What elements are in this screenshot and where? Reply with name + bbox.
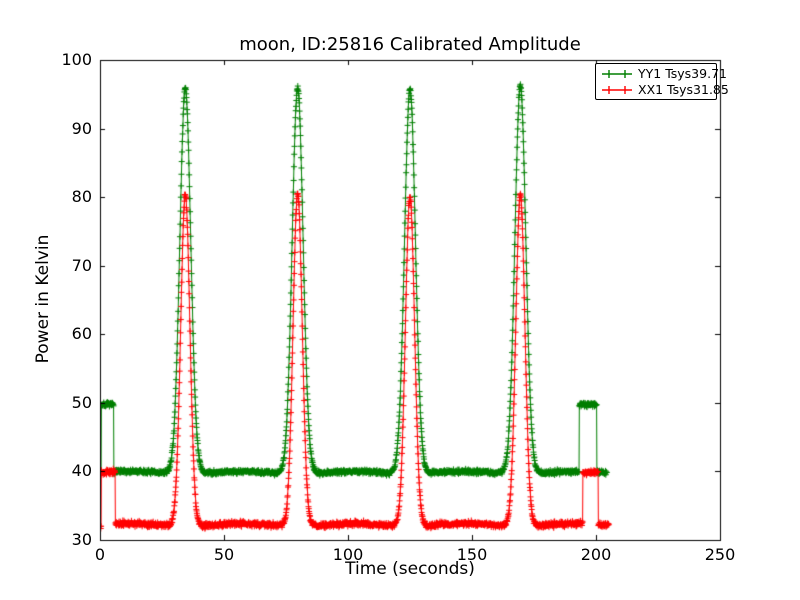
x-tick-label: 0 — [94, 545, 106, 564]
x-tick-label: 50 — [213, 545, 235, 564]
legend-item: YY1 Tsys39.71 — [601, 66, 727, 81]
x-axis-label: Time (seconds) — [345, 559, 475, 579]
y-tick-label: 70 — [71, 255, 92, 275]
y-tick-label: 40 — [71, 461, 92, 481]
x-tick-label: 250 — [704, 545, 736, 564]
y-tick-label: 60 — [71, 324, 92, 344]
legend: YY1 Tsys39.71 XX1 Tsys31.85 — [595, 63, 729, 100]
y-tick-label: 100 — [61, 50, 92, 69]
plus-line-marker-icon — [602, 69, 632, 78]
legend-label: YY1 Tsys39.71 — [638, 66, 727, 81]
x-tick-label: 150 — [456, 545, 488, 564]
legend-item: XX1 Tsys31.85 — [601, 82, 729, 97]
plot-title: moon, ID:25816 Calibrated Amplitude — [239, 34, 581, 55]
x-tick-label: 200 — [580, 545, 612, 564]
legend-label: XX1 Tsys31.85 — [638, 82, 729, 97]
y-tick-label: 50 — [71, 392, 92, 412]
y-tick-label: 90 — [71, 118, 92, 138]
plus-line-marker-icon — [602, 85, 632, 94]
y-axis-label: Power in Kelvin — [33, 234, 53, 364]
y-tick-label: 80 — [71, 187, 92, 207]
y-tick-label: 30 — [71, 530, 92, 549]
x-tick-label: 100 — [332, 545, 364, 564]
